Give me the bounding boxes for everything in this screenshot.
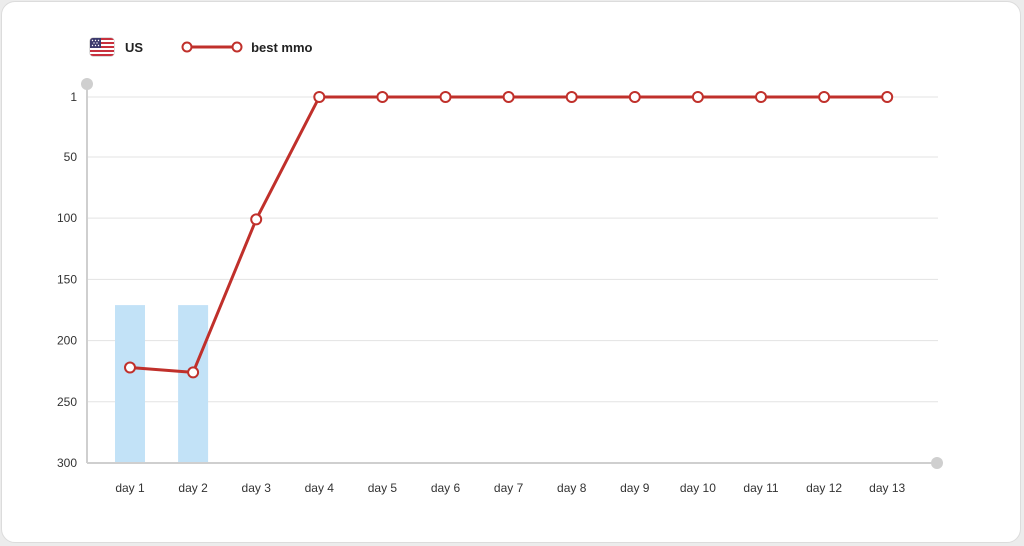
data-point	[565, 91, 578, 103]
x-tick-label: day 11	[743, 481, 778, 495]
data-point	[250, 213, 263, 226]
y-tick-label: 100	[57, 211, 77, 225]
x-tick-label: day 5	[368, 481, 398, 495]
data-point	[628, 91, 641, 103]
us-flag-icon	[90, 38, 114, 56]
x-tick-label: day 2	[178, 481, 208, 495]
data-point	[376, 91, 389, 103]
data-point	[439, 91, 452, 103]
x-axis-end-cap	[931, 457, 943, 469]
y-tick-label: 300	[57, 456, 77, 470]
y-tick-label: 200	[57, 334, 77, 348]
y-tick-label: 50	[64, 150, 78, 164]
chart-legend: US best mmo	[90, 36, 312, 58]
data-point	[818, 91, 831, 103]
legend-item-series[interactable]: best mmo	[181, 39, 312, 55]
x-tick-label: day 6	[431, 481, 461, 495]
x-tick-label: day 1	[115, 481, 145, 495]
data-point	[755, 91, 767, 103]
x-tick-label: day 8	[557, 481, 587, 495]
line-marker-icon	[181, 39, 243, 55]
data-point	[187, 366, 200, 379]
bar	[178, 305, 209, 463]
x-tick-label: day 3	[242, 481, 272, 495]
data-point	[502, 91, 515, 103]
x-tick-label: day 9	[620, 481, 650, 495]
data-point	[313, 91, 326, 103]
y-axis-end-cap	[81, 78, 93, 90]
bar	[115, 305, 145, 463]
x-tick-label: day 13	[869, 481, 905, 495]
legend-item-country[interactable]: US	[90, 38, 143, 56]
data-point	[124, 361, 136, 374]
series-line	[129, 95, 888, 374]
x-tick-label: day 10	[680, 481, 716, 495]
y-tick-label: 150	[57, 272, 77, 286]
y-tick-label: 250	[57, 395, 77, 409]
data-point	[881, 91, 894, 103]
x-tick-label: day 4	[305, 481, 335, 495]
legend-label-country: US	[125, 39, 144, 55]
x-tick-label: day 12	[806, 481, 842, 495]
x-tick-label: day 7	[494, 481, 524, 495]
data-point	[691, 91, 704, 103]
legend-label-series: best mmo	[251, 39, 313, 55]
y-tick-label: 1	[70, 90, 77, 104]
